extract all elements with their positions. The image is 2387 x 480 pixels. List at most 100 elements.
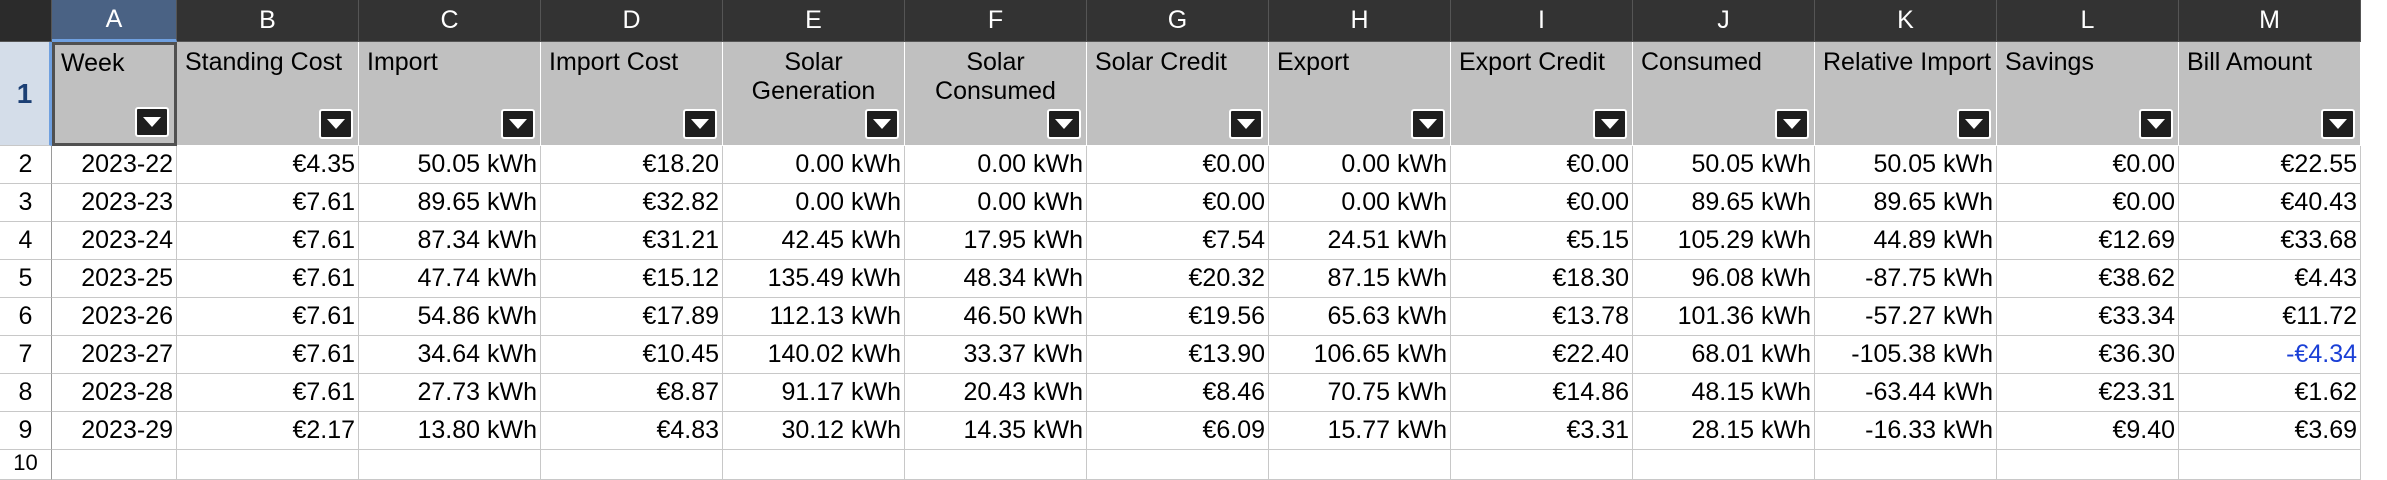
cell-b9[interactable]: €2.17 xyxy=(177,412,359,450)
cell-g5[interactable]: €20.32 xyxy=(1087,260,1269,298)
cell-e6[interactable]: 112.13 kWh xyxy=(723,298,905,336)
cell-d10[interactable] xyxy=(541,450,723,480)
cell-b2[interactable]: €4.35 xyxy=(177,146,359,184)
cell-c2[interactable]: 50.05 kWh xyxy=(359,146,541,184)
autofilter-button[interactable] xyxy=(2139,109,2173,139)
column-header-h[interactable]: H xyxy=(1269,0,1451,42)
header-cell-i[interactable]: Export Credit xyxy=(1451,42,1633,146)
cell-e4[interactable]: 42.45 kWh xyxy=(723,222,905,260)
row-number[interactable]: 1 xyxy=(0,42,52,146)
cell-i7[interactable]: €22.40 xyxy=(1451,336,1633,374)
cell-a3[interactable]: 2023-23 xyxy=(52,184,177,222)
cell-j4[interactable]: 105.29 kWh xyxy=(1633,222,1815,260)
cell-i3[interactable]: €0.00 xyxy=(1451,184,1633,222)
cell-k4[interactable]: 44.89 kWh xyxy=(1815,222,1997,260)
cell-g2[interactable]: €0.00 xyxy=(1087,146,1269,184)
cell-h3[interactable]: 0.00 kWh xyxy=(1269,184,1451,222)
cell-i9[interactable]: €3.31 xyxy=(1451,412,1633,450)
cell-j10[interactable] xyxy=(1633,450,1815,480)
cell-b10[interactable] xyxy=(177,450,359,480)
cell-k10[interactable] xyxy=(1815,450,1997,480)
cell-f3[interactable]: 0.00 kWh xyxy=(905,184,1087,222)
cell-i10[interactable] xyxy=(1451,450,1633,480)
cell-m5[interactable]: €4.43 xyxy=(2179,260,2361,298)
cell-l3[interactable]: €0.00 xyxy=(1997,184,2179,222)
cell-e5[interactable]: 135.49 kWh xyxy=(723,260,905,298)
cell-j2[interactable]: 50.05 kWh xyxy=(1633,146,1815,184)
cell-a4[interactable]: 2023-24 xyxy=(52,222,177,260)
cell-k6[interactable]: -57.27 kWh xyxy=(1815,298,1997,336)
cell-c6[interactable]: 54.86 kWh xyxy=(359,298,541,336)
row-number[interactable]: 4 xyxy=(0,222,52,260)
cell-l4[interactable]: €12.69 xyxy=(1997,222,2179,260)
cell-l8[interactable]: €23.31 xyxy=(1997,374,2179,412)
cell-d2[interactable]: €18.20 xyxy=(541,146,723,184)
autofilter-button[interactable] xyxy=(1593,109,1627,139)
column-header-g[interactable]: G xyxy=(1087,0,1269,42)
column-header-b[interactable]: B xyxy=(177,0,359,42)
autofilter-button[interactable] xyxy=(865,109,899,139)
column-header-a[interactable]: A xyxy=(52,0,177,42)
header-cell-l[interactable]: Savings xyxy=(1997,42,2179,146)
cell-h8[interactable]: 70.75 kWh xyxy=(1269,374,1451,412)
autofilter-button[interactable] xyxy=(2321,109,2355,139)
cell-b3[interactable]: €7.61 xyxy=(177,184,359,222)
cell-d7[interactable]: €10.45 xyxy=(541,336,723,374)
cell-k2[interactable]: 50.05 kWh xyxy=(1815,146,1997,184)
cell-h4[interactable]: 24.51 kWh xyxy=(1269,222,1451,260)
header-cell-k[interactable]: Relative Import xyxy=(1815,42,1997,146)
cell-j7[interactable]: 68.01 kWh xyxy=(1633,336,1815,374)
cell-f10[interactable] xyxy=(905,450,1087,480)
cell-g3[interactable]: €0.00 xyxy=(1087,184,1269,222)
cell-j9[interactable]: 28.15 kWh xyxy=(1633,412,1815,450)
autofilter-button[interactable] xyxy=(1775,109,1809,139)
cell-g9[interactable]: €6.09 xyxy=(1087,412,1269,450)
cell-c7[interactable]: 34.64 kWh xyxy=(359,336,541,374)
cell-c8[interactable]: 27.73 kWh xyxy=(359,374,541,412)
column-header-f[interactable]: F xyxy=(905,0,1087,42)
cell-g4[interactable]: €7.54 xyxy=(1087,222,1269,260)
cell-e3[interactable]: 0.00 kWh xyxy=(723,184,905,222)
row-number[interactable]: 2 xyxy=(0,146,52,184)
cell-b5[interactable]: €7.61 xyxy=(177,260,359,298)
cell-d4[interactable]: €31.21 xyxy=(541,222,723,260)
cell-l2[interactable]: €0.00 xyxy=(1997,146,2179,184)
row-number[interactable]: 8 xyxy=(0,374,52,412)
row-number[interactable]: 9 xyxy=(0,412,52,450)
cell-i8[interactable]: €14.86 xyxy=(1451,374,1633,412)
cell-a8[interactable]: 2023-28 xyxy=(52,374,177,412)
cell-h2[interactable]: 0.00 kWh xyxy=(1269,146,1451,184)
select-all-corner[interactable] xyxy=(0,0,52,42)
cell-f7[interactable]: 33.37 kWh xyxy=(905,336,1087,374)
cell-m2[interactable]: €22.55 xyxy=(2179,146,2361,184)
autofilter-button[interactable] xyxy=(1229,109,1263,139)
cell-c5[interactable]: 47.74 kWh xyxy=(359,260,541,298)
column-header-m[interactable]: M xyxy=(2179,0,2361,42)
cell-c9[interactable]: 13.80 kWh xyxy=(359,412,541,450)
cell-i2[interactable]: €0.00 xyxy=(1451,146,1633,184)
cell-a10[interactable] xyxy=(52,450,177,480)
cell-e7[interactable]: 140.02 kWh xyxy=(723,336,905,374)
column-header-i[interactable]: I xyxy=(1451,0,1633,42)
header-cell-m[interactable]: Bill Amount xyxy=(2179,42,2361,146)
cell-g6[interactable]: €19.56 xyxy=(1087,298,1269,336)
cell-k8[interactable]: -63.44 kWh xyxy=(1815,374,1997,412)
cell-f4[interactable]: 17.95 kWh xyxy=(905,222,1087,260)
cell-m8[interactable]: €1.62 xyxy=(2179,374,2361,412)
column-header-c[interactable]: C xyxy=(359,0,541,42)
column-header-j[interactable]: J xyxy=(1633,0,1815,42)
row-number[interactable]: 10 xyxy=(0,450,52,480)
cell-i6[interactable]: €13.78 xyxy=(1451,298,1633,336)
cell-j8[interactable]: 48.15 kWh xyxy=(1633,374,1815,412)
autofilter-button[interactable] xyxy=(1957,109,1991,139)
column-header-k[interactable]: K xyxy=(1815,0,1997,42)
cell-d5[interactable]: €15.12 xyxy=(541,260,723,298)
autofilter-button[interactable] xyxy=(1411,109,1445,139)
cell-l6[interactable]: €33.34 xyxy=(1997,298,2179,336)
cell-k3[interactable]: 89.65 kWh xyxy=(1815,184,1997,222)
cell-d3[interactable]: €32.82 xyxy=(541,184,723,222)
header-cell-j[interactable]: Consumed xyxy=(1633,42,1815,146)
column-header-d[interactable]: D xyxy=(541,0,723,42)
cell-e9[interactable]: 30.12 kWh xyxy=(723,412,905,450)
cell-k9[interactable]: -16.33 kWh xyxy=(1815,412,1997,450)
